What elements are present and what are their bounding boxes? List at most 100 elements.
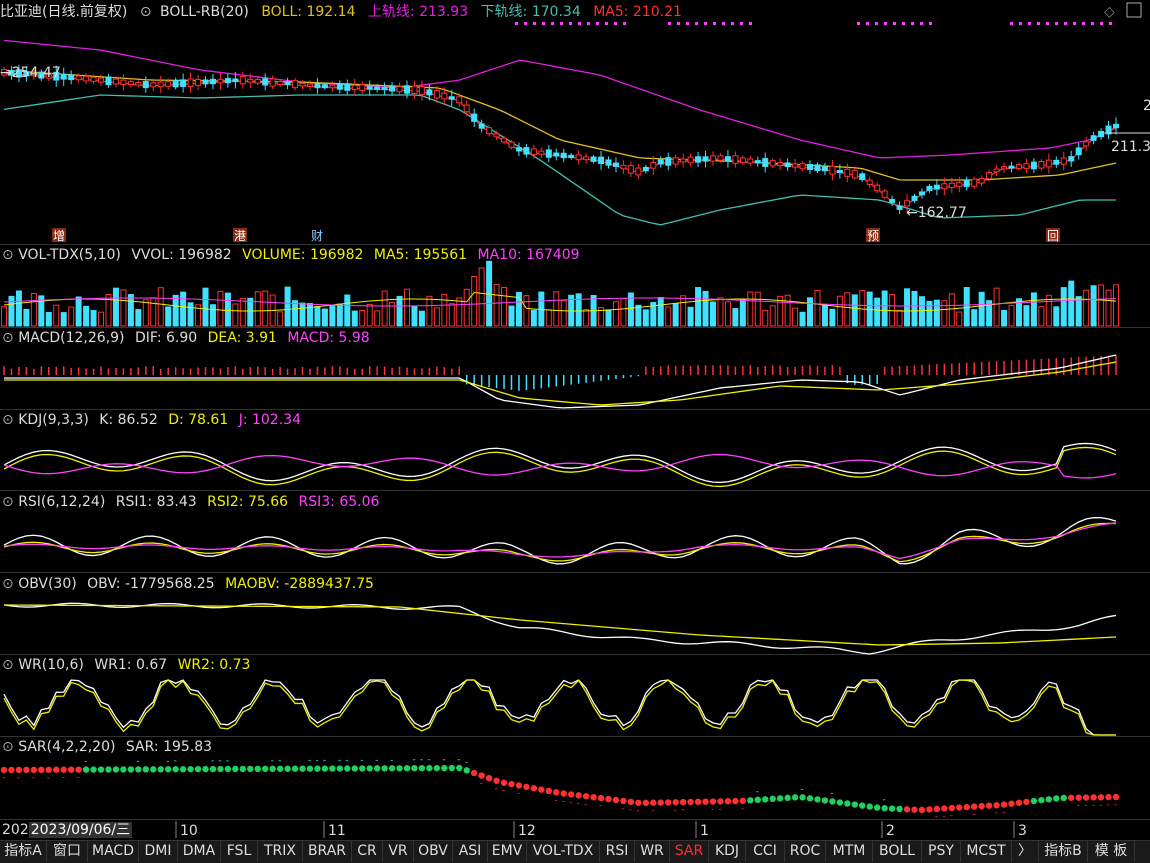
sar-dot	[1038, 796, 1045, 804]
tab-23[interactable]: MCST	[961, 841, 1012, 862]
sar-dot	[306, 765, 314, 772]
volume-bar	[15, 290, 22, 327]
candle-body	[478, 123, 485, 129]
tab-11[interactable]: ASI	[453, 841, 488, 862]
tab-7[interactable]: BRAR	[303, 841, 352, 862]
candle-body	[38, 71, 45, 79]
sar-dot	[881, 805, 888, 812]
maobv-line	[3, 604, 1117, 646]
tab-1[interactable]: 窗口	[47, 841, 88, 862]
sar-dot	[448, 764, 455, 772]
tab-21[interactable]: BOLL	[873, 841, 922, 862]
tab-0[interactable]: 指标A	[0, 841, 47, 862]
candle-body	[657, 159, 664, 165]
tab-16[interactable]: SAR	[670, 841, 709, 862]
month-label: 11	[328, 823, 346, 839]
sar-dot	[67, 766, 75, 773]
window-box-icon[interactable]	[1126, 2, 1142, 18]
tab-3[interactable]: DMI	[139, 841, 178, 862]
signal-dot	[1046, 22, 1049, 25]
tab-6[interactable]: TRIX	[258, 841, 303, 862]
tab-13[interactable]: VOL-TDX	[527, 841, 600, 862]
macd-dif-line	[4, 354, 1117, 409]
volume-bar	[321, 308, 328, 327]
sar-dot	[15, 766, 23, 774]
candle-body	[23, 71, 30, 77]
sar-tick: ‑	[77, 773, 80, 783]
kdj-header: ⊙ KDJ(9,3,3) K: 86.52 D: 78.61 J: 102.34	[2, 412, 301, 428]
date-year-prefix: 202	[2, 822, 29, 838]
volume-bar	[598, 307, 605, 327]
volume-bar	[612, 301, 619, 327]
sar-dot	[553, 789, 560, 796]
signal-dot	[1109, 22, 1112, 25]
volume-bar	[165, 306, 172, 327]
sar-tick: ‑	[517, 788, 520, 798]
candle-body	[299, 83, 306, 87]
volume-bar	[941, 300, 948, 327]
candle-body	[187, 78, 194, 88]
sar-dot	[60, 766, 67, 773]
volume-bar	[135, 309, 142, 327]
candle-body	[575, 154, 582, 161]
sar-dot	[776, 795, 784, 802]
volume-bar	[657, 297, 664, 327]
tab-10[interactable]: OBV	[414, 841, 453, 862]
volume-bar	[821, 304, 828, 327]
tab-14[interactable]: RSI	[600, 841, 635, 862]
candle-body	[590, 156, 597, 162]
volume-bar	[90, 310, 97, 327]
sar-tick: ‑	[420, 755, 423, 765]
sar-dot	[291, 765, 299, 772]
candle-body	[501, 137, 508, 143]
tab-9[interactable]: VR	[383, 841, 414, 862]
candle-body	[642, 166, 649, 172]
candle-body	[329, 84, 336, 89]
sar-dot	[567, 791, 575, 798]
sar-dot	[948, 804, 956, 812]
volume-bar	[926, 300, 933, 327]
tab-19[interactable]: ROC	[785, 841, 826, 862]
tab-2[interactable]: MACD	[88, 841, 139, 862]
volume-bar	[232, 303, 239, 327]
diamond-icon[interactable]: ◇	[1104, 4, 1115, 20]
obv-header: ⊙ OBV(30) OBV: -1779568.25 MAOBV: -28894…	[2, 576, 374, 592]
sar-dot	[441, 764, 448, 772]
volume-bar	[963, 287, 970, 327]
sar-tick: ‑	[457, 755, 460, 765]
tab-24[interactable]: 〉	[1012, 841, 1039, 862]
signal-dot	[695, 22, 698, 25]
ma5-line	[3, 72, 1117, 210]
sar-tick: ‑	[323, 756, 326, 766]
sar-dot	[821, 797, 829, 804]
tab-15[interactable]: WR	[635, 841, 670, 862]
signal-dot	[623, 22, 626, 25]
tab-17[interactable]: KDJ	[709, 841, 746, 862]
volume-bar	[202, 287, 209, 327]
volume-bar	[105, 294, 112, 327]
volume-bar	[8, 295, 15, 327]
sar-dot	[433, 764, 441, 772]
sar-dot	[247, 765, 254, 773]
volume-bar	[724, 301, 731, 327]
tab-25[interactable]: 指标B	[1039, 841, 1088, 862]
candle-body	[680, 158, 687, 163]
tab-12[interactable]: EMV	[488, 841, 527, 862]
volume-bar	[418, 310, 425, 327]
month-label: 10	[180, 823, 198, 839]
sar-dot	[135, 766, 142, 773]
candle-body	[433, 89, 440, 99]
volume-bar	[918, 296, 925, 327]
tab-20[interactable]: MTM	[826, 841, 873, 862]
candle-body	[83, 75, 90, 82]
sar-dot	[262, 765, 269, 773]
tab-5[interactable]: FSL	[221, 841, 258, 862]
tab-4[interactable]: DMA	[178, 841, 221, 862]
tab-18[interactable]: CCI	[746, 841, 785, 862]
tab-8[interactable]: CR	[352, 841, 383, 862]
tab-26[interactable]: 模 板	[1088, 841, 1135, 862]
sar-dot	[836, 799, 844, 806]
tab-22[interactable]: PSY	[922, 841, 961, 862]
candle-body	[232, 78, 239, 83]
